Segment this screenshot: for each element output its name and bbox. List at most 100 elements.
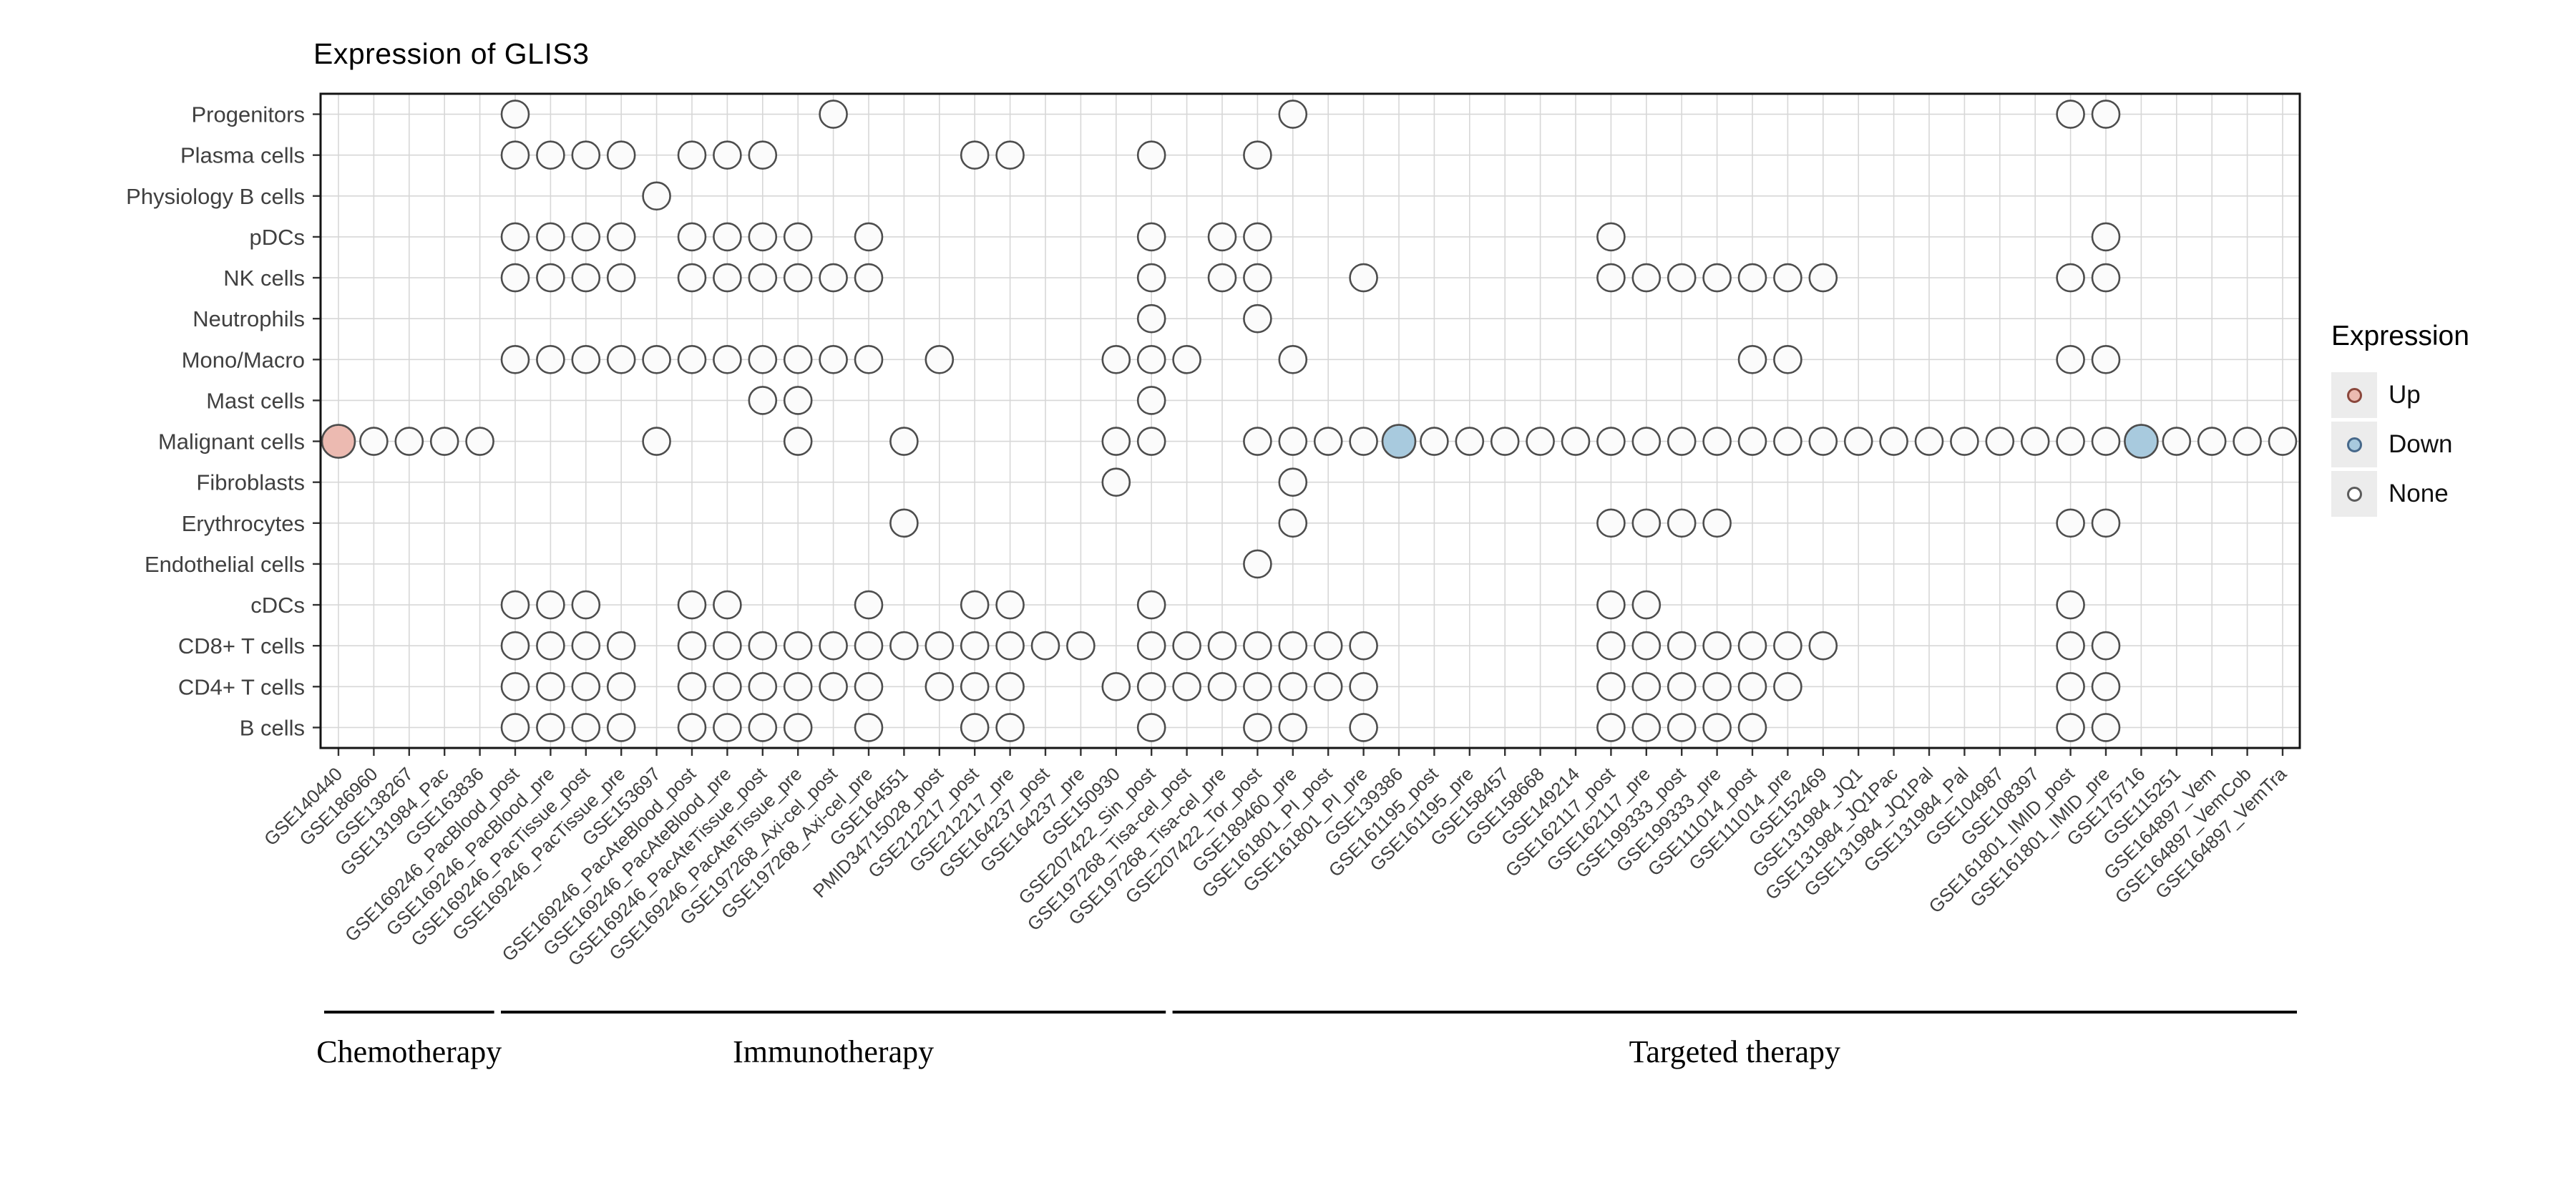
group-label: Targeted therapy: [1629, 1034, 1840, 1069]
dot-none: [748, 386, 778, 415]
dot-none: [1631, 590, 1662, 620]
dot-none: [1136, 263, 1166, 293]
dot-none: [713, 345, 742, 374]
dot-none: [713, 263, 742, 293]
dot-none: [924, 631, 955, 661]
dot-none: [748, 713, 778, 742]
dot-none: [394, 427, 424, 456]
down-dot-icon: [2346, 437, 2362, 452]
dot-none: [2056, 99, 2085, 129]
dot-none: [1631, 713, 1662, 742]
row-label: B cells: [240, 715, 305, 740]
dot-none: [1702, 427, 1732, 456]
dot-none: [1773, 263, 1802, 293]
dot-none: [1172, 672, 1201, 701]
dot-none: [606, 672, 636, 701]
dot-none: [536, 222, 565, 252]
dot-none: [960, 672, 990, 701]
dot-none: [606, 713, 636, 742]
dot-none: [2268, 427, 2298, 456]
dot-none: [960, 590, 990, 620]
dot-none: [1349, 631, 1378, 661]
dot-none: [1737, 672, 1767, 701]
dot-none: [1313, 427, 1343, 456]
row-label: Endothelial cells: [145, 552, 305, 577]
dot-none: [500, 222, 530, 252]
dot-none: [642, 427, 671, 456]
dot-none: [1667, 631, 1697, 661]
row-label: CD8+ T cells: [178, 633, 305, 658]
dot-none: [2056, 427, 2085, 456]
dot-down: [1381, 424, 1417, 459]
dot-none: [2091, 263, 2121, 293]
dot-none: [783, 631, 813, 661]
expression-legend: Expression Up Down None: [2331, 321, 2469, 520]
dot-none: [677, 263, 707, 293]
dot-none: [677, 590, 707, 620]
dot-none: [1596, 263, 1626, 293]
dot-none: [1136, 222, 1166, 252]
legend-item-label: Up: [2389, 381, 2421, 409]
dot-none: [1631, 672, 1662, 701]
dot-none: [783, 222, 813, 252]
dot-none: [2056, 672, 2085, 701]
dot-none: [2091, 345, 2121, 374]
dot-none: [854, 590, 884, 620]
dot-none: [960, 713, 990, 742]
dot-none: [1101, 467, 1131, 497]
dot-none: [2162, 427, 2192, 456]
dot-none: [1667, 508, 1697, 538]
dot-none: [1702, 263, 1732, 293]
row-label: Plasma cells: [180, 143, 305, 168]
group-label: Chemotherapy: [316, 1034, 502, 1069]
dot-none: [1349, 672, 1378, 701]
dot-none: [1631, 263, 1662, 293]
dot-none: [677, 222, 707, 252]
dot-none: [713, 140, 742, 170]
legend-item-label: Down: [2389, 430, 2453, 458]
dot-none: [960, 140, 990, 170]
dot-none: [571, 590, 601, 620]
legend-key: [2331, 471, 2377, 517]
dot-none: [1702, 508, 1732, 538]
dot-none: [1808, 263, 1838, 293]
legend-title: Expression: [2331, 321, 2469, 351]
dot-none: [783, 386, 813, 415]
dot-none: [1066, 631, 1096, 661]
dot-none: [2056, 631, 2085, 661]
dot-none: [995, 140, 1025, 170]
dot-none: [500, 99, 530, 129]
dot-none: [1136, 427, 1166, 456]
dot-none: [677, 140, 707, 170]
dot-none: [1278, 467, 1308, 497]
dot-none: [713, 631, 742, 661]
dot-none: [1278, 427, 1308, 456]
dot-none: [1207, 672, 1237, 701]
dot-none: [1313, 631, 1343, 661]
row-label: Fibroblasts: [196, 470, 305, 495]
chart-title: Expression of GLIS3: [313, 37, 590, 70]
legend-key: [2331, 372, 2377, 418]
dot-none: [2091, 631, 2121, 661]
row-label: Erythrocytes: [182, 511, 305, 536]
dot-none: [536, 263, 565, 293]
dot-none: [1879, 427, 1908, 456]
dot-none: [819, 672, 848, 701]
dot-none: [995, 713, 1025, 742]
dot-none: [1278, 345, 1308, 374]
dot-none: [1172, 631, 1201, 661]
dot-none: [1596, 427, 1626, 456]
dot-none: [1667, 263, 1697, 293]
dot-none: [924, 672, 955, 701]
dot-none: [571, 631, 601, 661]
dot-none: [606, 140, 636, 170]
dot-none: [2233, 427, 2262, 456]
dot-none: [1737, 427, 1767, 456]
dot-none: [748, 672, 778, 701]
dot-none: [606, 222, 636, 252]
dot-none: [1667, 713, 1697, 742]
dot-none: [1596, 631, 1626, 661]
dot-none: [571, 713, 601, 742]
dot-none: [854, 713, 884, 742]
dot-none: [854, 263, 884, 293]
